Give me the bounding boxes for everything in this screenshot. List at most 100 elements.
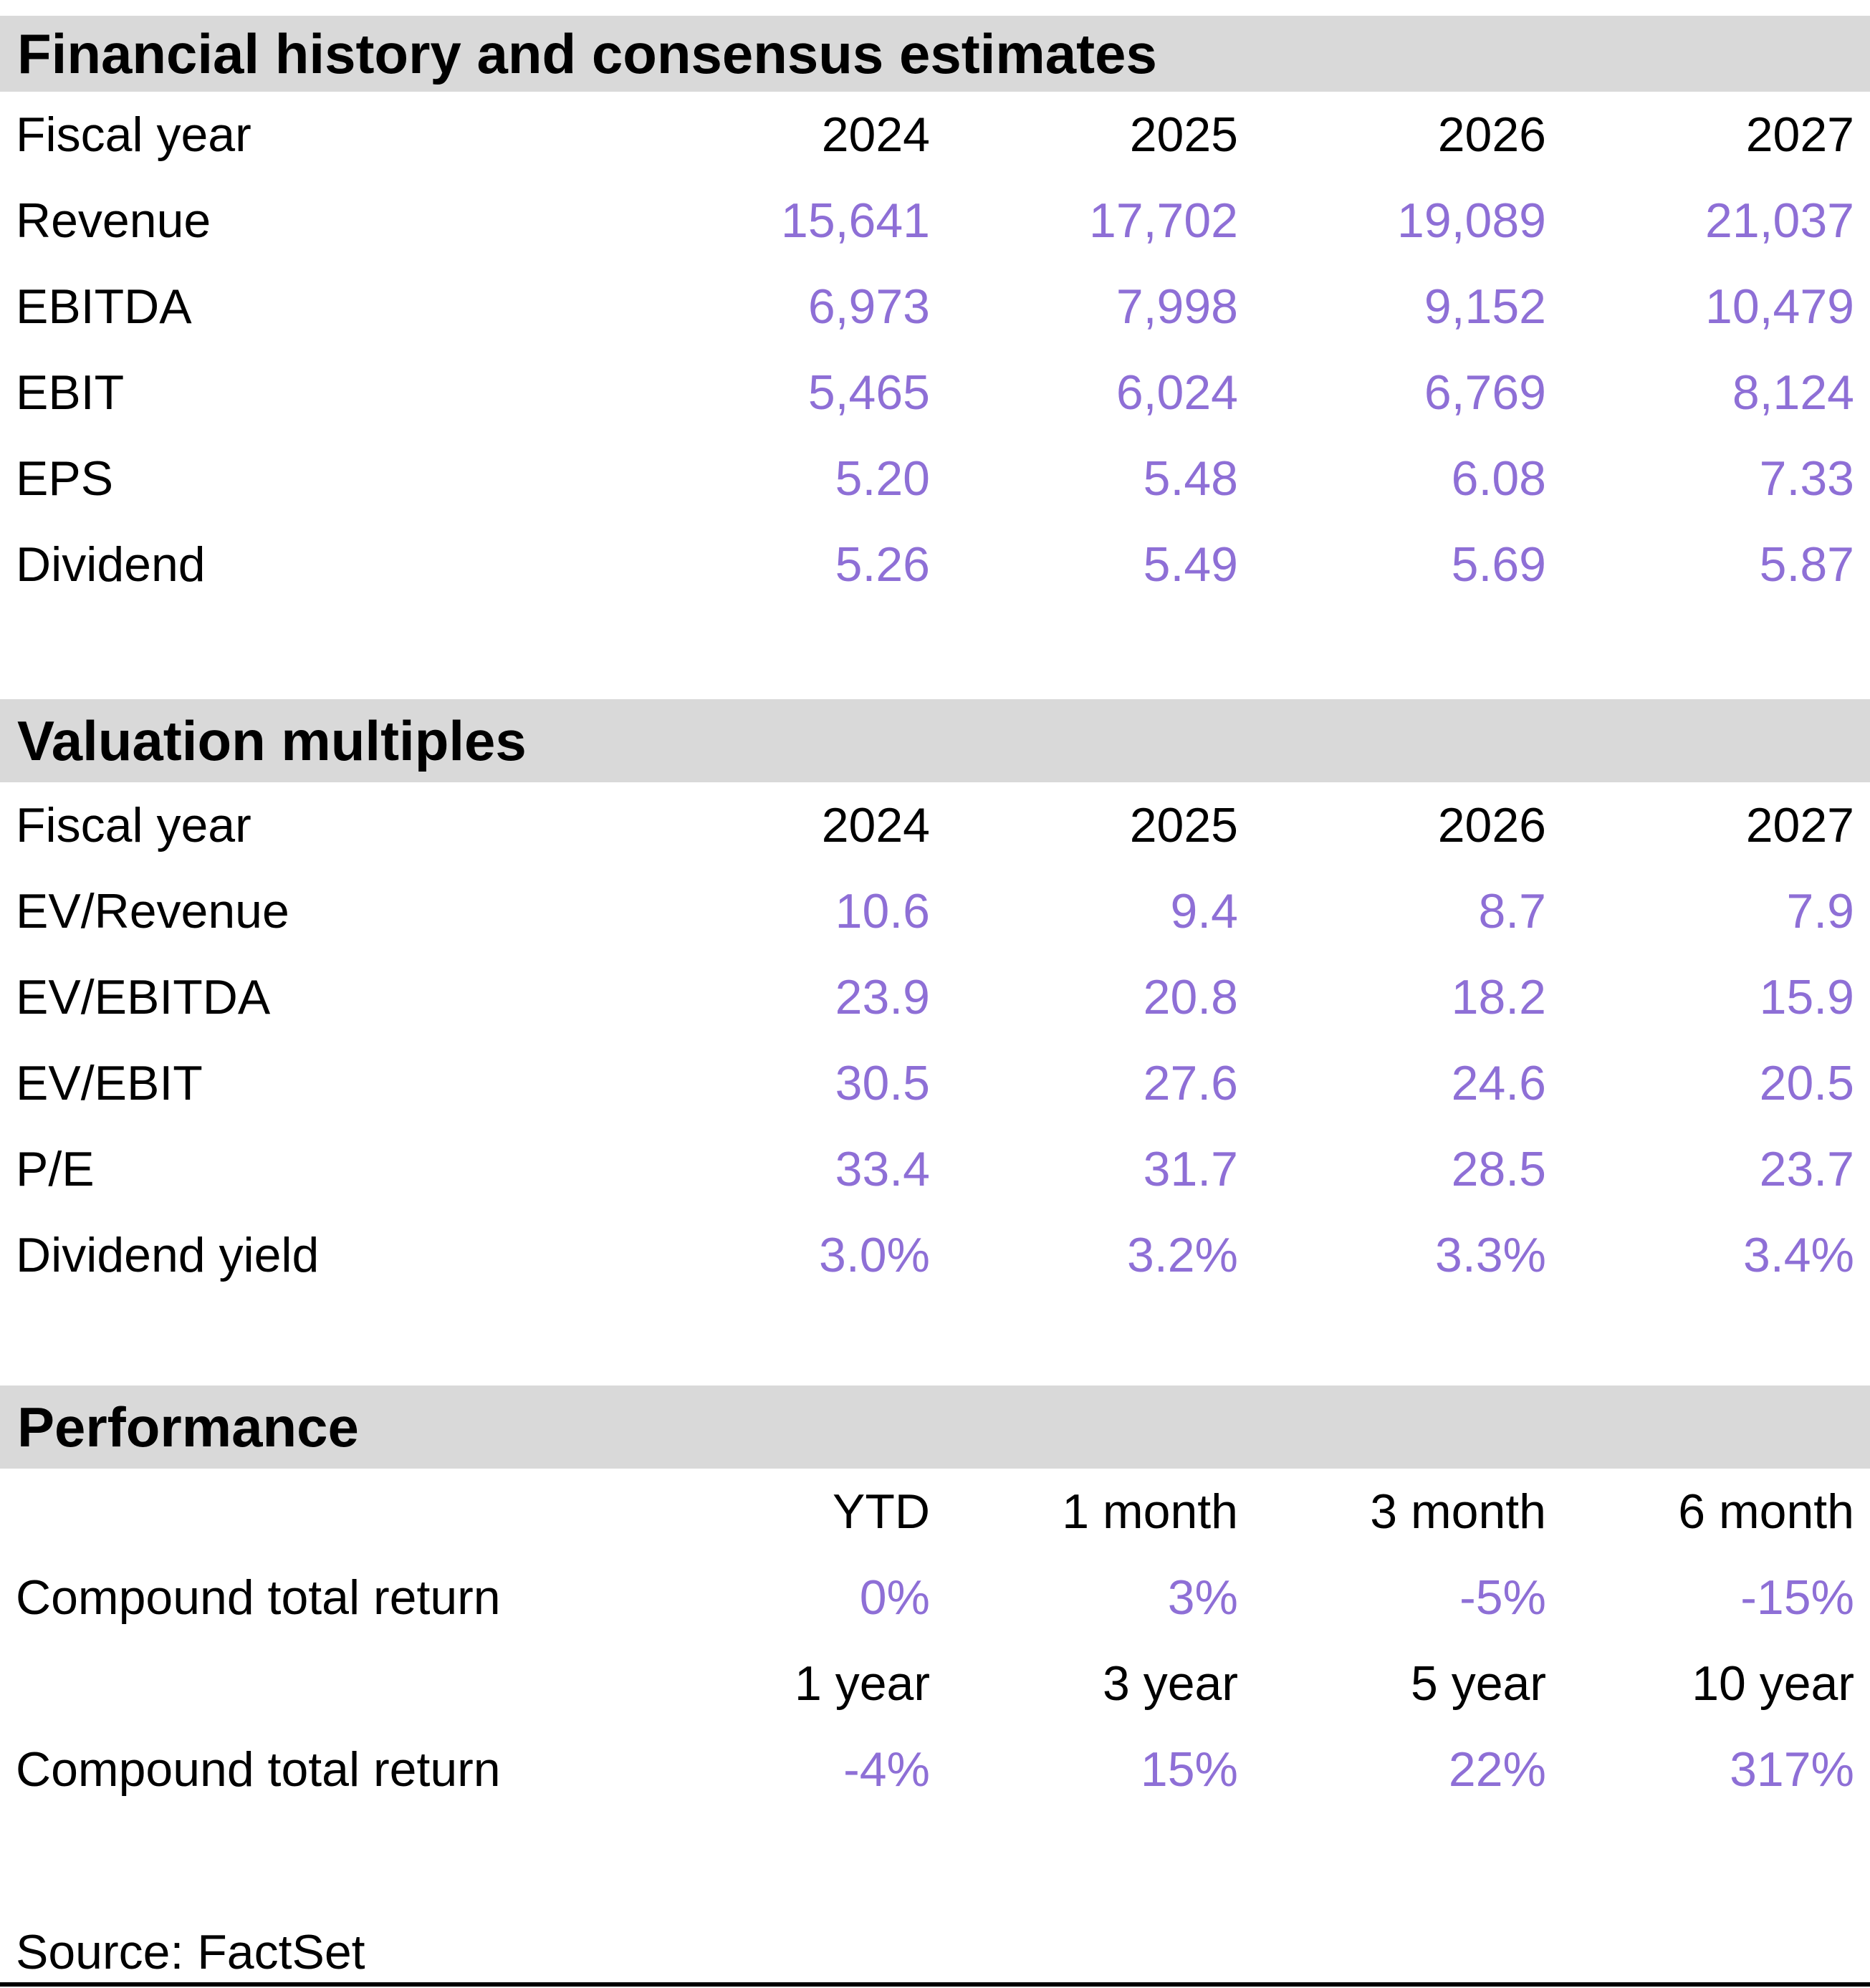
year-header: 2027 xyxy=(1745,798,1854,853)
year-header: 2025 xyxy=(1129,798,1238,853)
table-row-dividend-yield: Dividend yield 3.0% 3.2% 3.3% 3.4% xyxy=(0,1212,1870,1298)
row-label: P/E xyxy=(16,1142,95,1196)
cell-value: 15,641 xyxy=(781,193,930,248)
cell-value: 15.9 xyxy=(1759,970,1854,1024)
cell-value: 19,089 xyxy=(1397,193,1546,248)
cell-value: 8.7 xyxy=(1478,884,1546,938)
section-header-valuation: Valuation multiples xyxy=(0,699,1870,782)
cell-value: 6.08 xyxy=(1451,451,1546,506)
row-label: EV/EBITDA xyxy=(16,970,271,1024)
cell-value: 3.2% xyxy=(1127,1228,1238,1282)
cell-value: 6,024 xyxy=(1116,365,1238,420)
source-note: Source: FactSet xyxy=(16,1925,365,1979)
cell-value: 15% xyxy=(1140,1742,1238,1797)
cell-value: -5% xyxy=(1459,1570,1546,1625)
period-header: 3 year xyxy=(1103,1656,1238,1711)
year-header: 2026 xyxy=(1437,798,1546,853)
cell-value: 31.7 xyxy=(1143,1142,1238,1196)
period-header: 10 year xyxy=(1692,1656,1854,1711)
cell-value: 17,702 xyxy=(1089,193,1238,248)
financial-table: Fiscal year 2024 2025 2026 2027 Revenue … xyxy=(0,92,1870,608)
section-spacer xyxy=(0,1298,1870,1386)
cell-value: 20.5 xyxy=(1759,1056,1854,1110)
cell-value: 9,152 xyxy=(1424,279,1546,334)
table-row-compound-return-long: Compound total return -4% 15% 22% 317% xyxy=(0,1727,1870,1812)
table-row-pe: P/E 33.4 31.7 28.5 23.7 xyxy=(0,1126,1870,1212)
row-label: EBITDA xyxy=(16,279,192,334)
cell-value: 8,124 xyxy=(1732,365,1854,420)
cell-value: 20.8 xyxy=(1143,970,1238,1024)
cell-value: 5.20 xyxy=(835,451,930,506)
cell-value: 3% xyxy=(1167,1570,1238,1625)
cell-value: 30.5 xyxy=(835,1056,930,1110)
cell-value: 22% xyxy=(1448,1742,1546,1797)
cell-value: -4% xyxy=(843,1742,930,1797)
cell-value: 3.3% xyxy=(1435,1228,1546,1282)
cell-value: 23.9 xyxy=(835,970,930,1024)
table-row-dividend: Dividend 5.26 5.49 5.69 5.87 xyxy=(0,522,1870,608)
cell-value: 5.49 xyxy=(1143,537,1238,592)
performance-table: YTD 1 month 3 month 6 month Compound tot… xyxy=(0,1469,1870,1812)
bottom-border xyxy=(0,1982,1870,1987)
section-title-valuation: Valuation multiples xyxy=(17,709,527,772)
cell-value: 7.33 xyxy=(1759,451,1854,506)
cell-value: 0% xyxy=(859,1570,930,1625)
row-label: Compound total return xyxy=(16,1570,501,1625)
table-row-ev-revenue: EV/Revenue 10.6 9.4 8.7 7.9 xyxy=(0,868,1870,954)
section-header-performance: Performance xyxy=(0,1386,1870,1469)
cell-value: 6,769 xyxy=(1424,365,1546,420)
cell-value: 5.48 xyxy=(1143,451,1238,506)
year-header: 2026 xyxy=(1437,107,1546,162)
period-header: 1 month xyxy=(1062,1484,1238,1539)
table-row-ev-ebitda: EV/EBITDA 23.9 20.8 18.2 15.9 xyxy=(0,954,1870,1040)
year-header: 2025 xyxy=(1129,107,1238,162)
cell-value: 33.4 xyxy=(835,1142,930,1196)
cell-value: 9.4 xyxy=(1170,884,1238,938)
table-header-row: Fiscal year 2024 2025 2026 2027 xyxy=(0,782,1870,868)
cell-value: 18.2 xyxy=(1451,970,1546,1024)
fiscal-year-label: Fiscal year xyxy=(16,107,251,162)
cell-value: 21,037 xyxy=(1705,193,1854,248)
period-header: YTD xyxy=(833,1484,930,1539)
table-row-eps: EPS 5.20 5.48 6.08 7.33 xyxy=(0,436,1870,522)
table-row-ev-ebit: EV/EBIT 30.5 27.6 24.6 20.5 xyxy=(0,1040,1870,1126)
cell-value: 23.7 xyxy=(1759,1142,1854,1196)
cell-value: 3.4% xyxy=(1743,1228,1854,1282)
section-title-financial: Financial history and consensus estimate… xyxy=(17,21,1157,85)
table-row-ebitda: EBITDA 6,973 7,998 9,152 10,479 xyxy=(0,264,1870,350)
table-row-revenue: Revenue 15,641 17,702 19,089 21,037 xyxy=(0,178,1870,264)
period-header: 3 month xyxy=(1370,1484,1546,1539)
period-header-row: YTD 1 month 3 month 6 month xyxy=(0,1469,1870,1555)
valuation-table: Fiscal year 2024 2025 2026 2027 EV/Reven… xyxy=(0,782,1870,1298)
year-header: 2024 xyxy=(821,107,930,162)
cell-value: 27.6 xyxy=(1143,1056,1238,1110)
row-label: EV/Revenue xyxy=(16,884,289,938)
cell-value: 3.0% xyxy=(819,1228,930,1282)
cell-value: 5.87 xyxy=(1759,537,1854,592)
fiscal-year-label: Fiscal year xyxy=(16,798,251,853)
cell-value: 317% xyxy=(1730,1742,1854,1797)
cell-value: 10.6 xyxy=(835,884,930,938)
cell-value: -15% xyxy=(1740,1570,1854,1625)
period-header: 1 year xyxy=(795,1656,930,1711)
year-header: 2024 xyxy=(821,798,930,853)
table-row-compound-return-short: Compound total return 0% 3% -5% -15% xyxy=(0,1555,1870,1641)
cell-value: 7,998 xyxy=(1116,279,1238,334)
cell-value: 5.26 xyxy=(835,537,930,592)
cell-value: 7.9 xyxy=(1786,884,1854,938)
period-header: 6 month xyxy=(1678,1484,1854,1539)
section-title-performance: Performance xyxy=(17,1395,359,1459)
row-label: Compound total return xyxy=(16,1742,501,1797)
cell-value: 5,465 xyxy=(807,365,930,420)
cell-value: 5.69 xyxy=(1451,537,1546,592)
cell-value: 24.6 xyxy=(1451,1056,1546,1110)
cell-value: 10,479 xyxy=(1705,279,1854,334)
period-header: 5 year xyxy=(1411,1656,1546,1711)
row-label: Dividend yield xyxy=(16,1228,320,1282)
year-header: 2027 xyxy=(1745,107,1854,162)
section-header-financial: Financial history and consensus estimate… xyxy=(0,16,1870,92)
row-label: EPS xyxy=(16,451,114,506)
section-spacer xyxy=(0,608,1870,699)
period-header-row: 1 year 3 year 5 year 10 year xyxy=(0,1641,1870,1727)
